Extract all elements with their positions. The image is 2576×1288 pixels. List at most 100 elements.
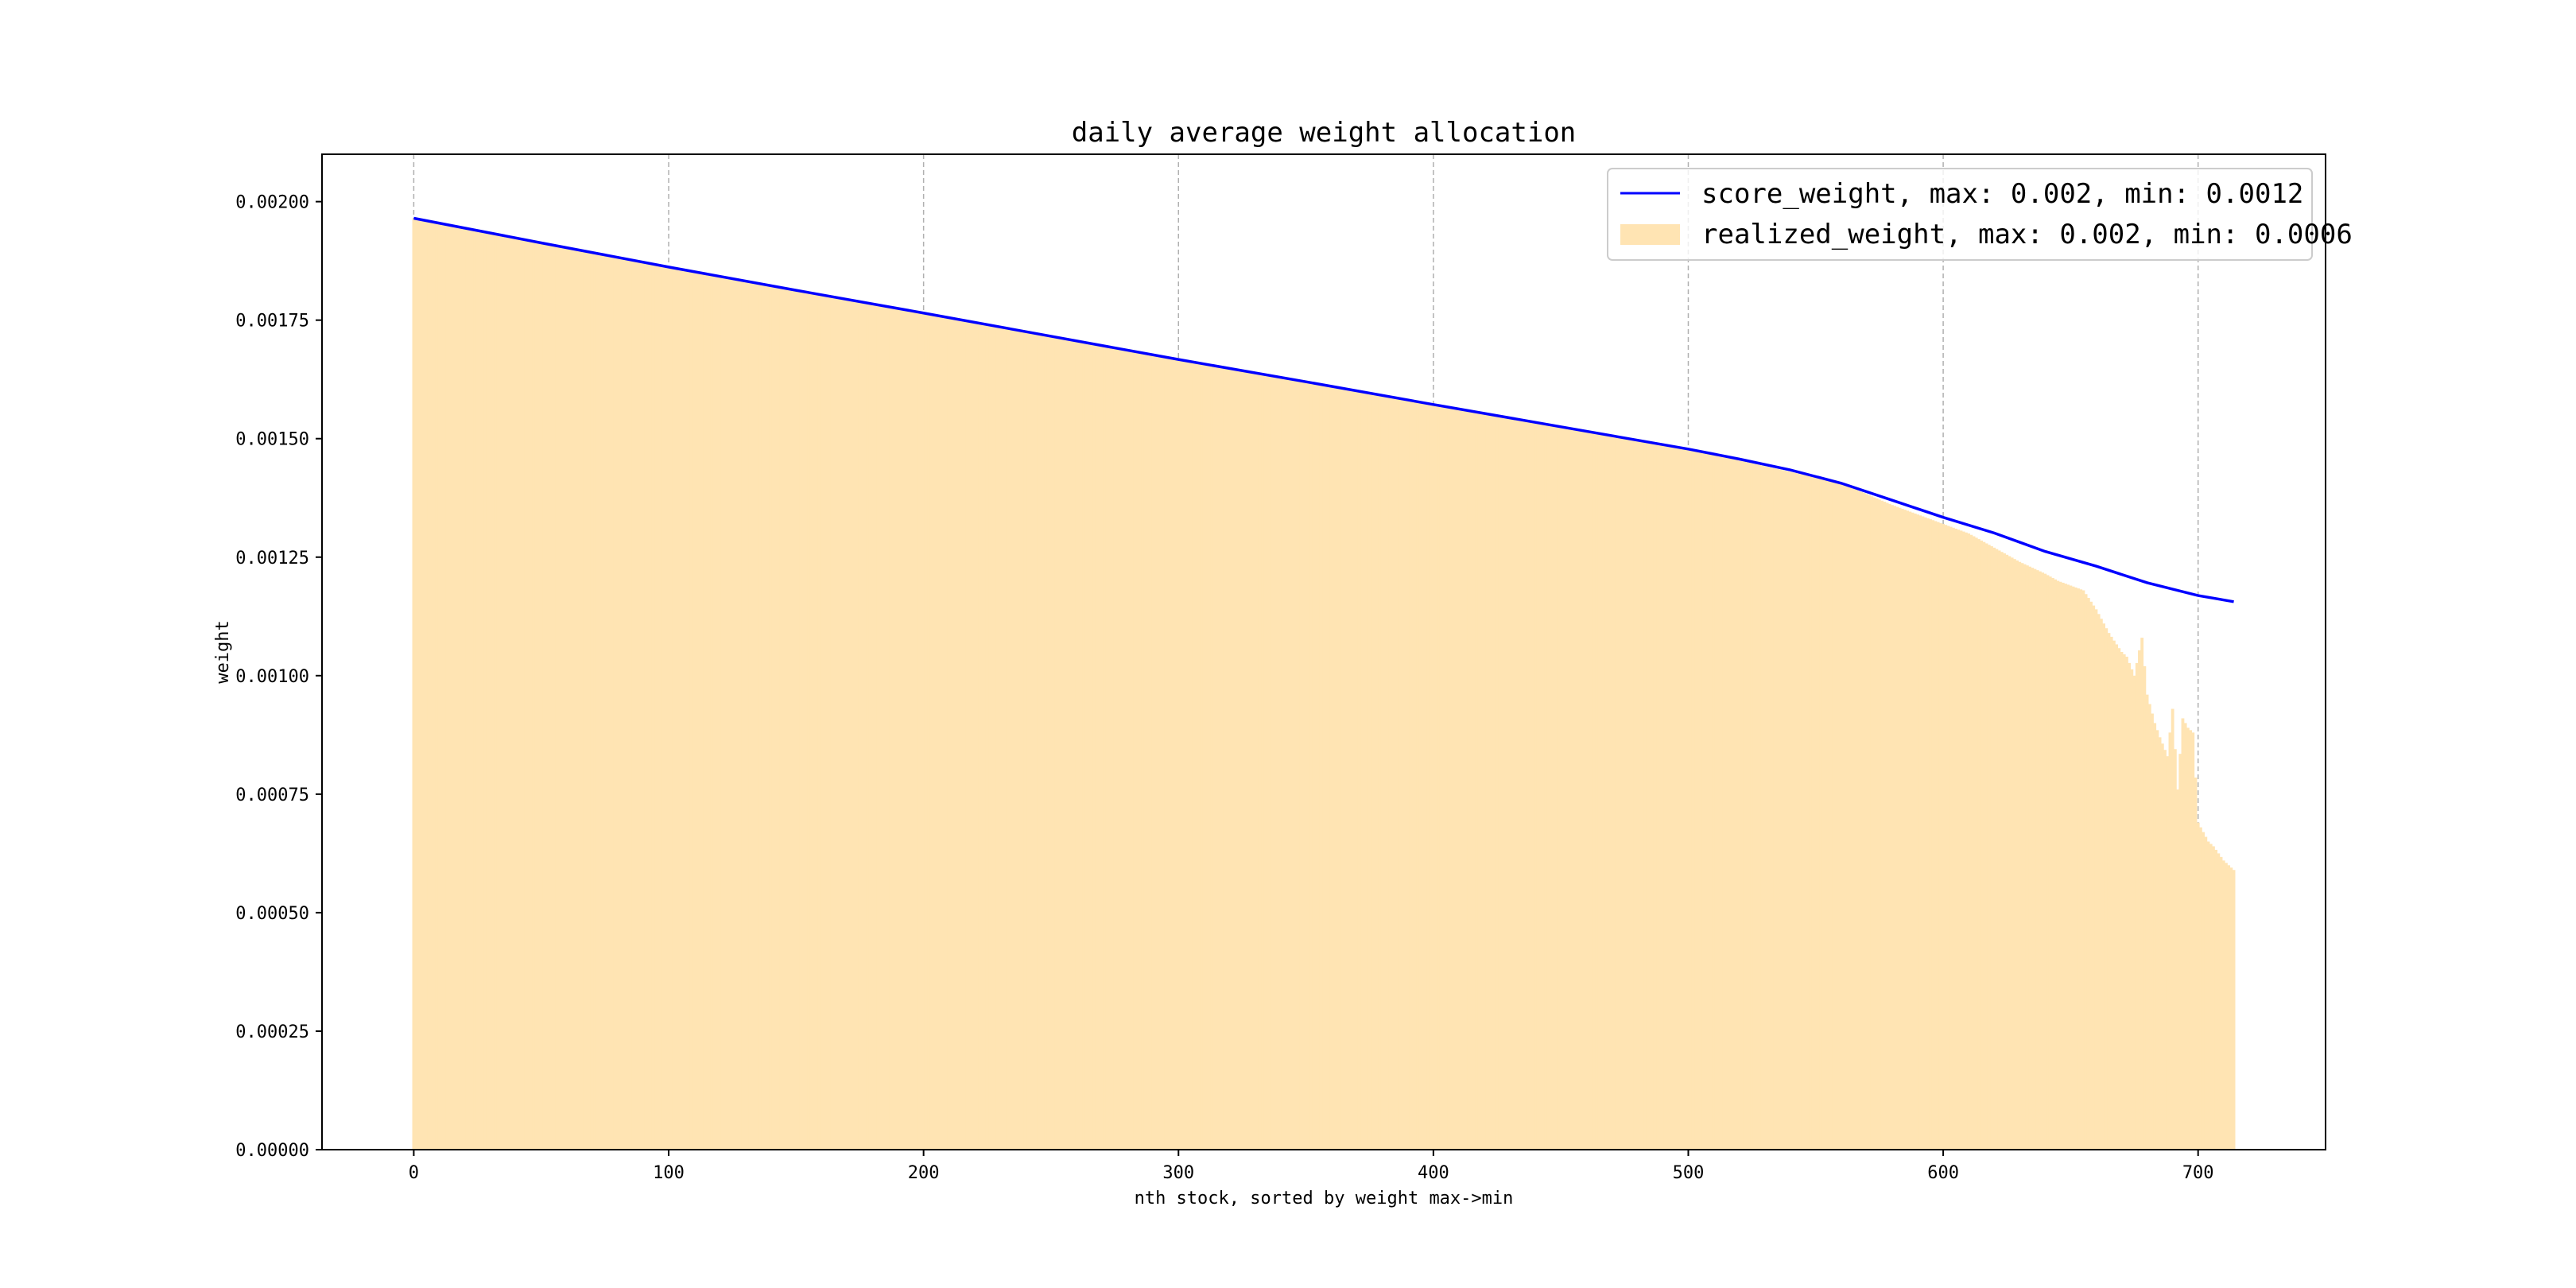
realized-weight-bar [2084,594,2088,1150]
realized-weight-bar [465,228,469,1150]
realized-weight-bar [1042,335,1046,1150]
realized-weight-bar [1383,396,1387,1150]
realized-weight-bar [417,219,421,1150]
realized-weight-bar [503,235,507,1150]
realized-weight-bar [1699,452,1703,1150]
realized-weight-bar [600,254,604,1150]
realized-weight-bar [1663,444,1667,1150]
realized-weight-bar [1513,418,1517,1150]
realized-weight-bar [568,247,571,1150]
realized-weight-bar [1798,474,1802,1150]
realized-weight-bar [1062,338,1065,1150]
realized-weight-bar [1934,521,1938,1150]
realized-weight-bar [1582,430,1585,1150]
realized-weight-bar [422,219,426,1150]
realized-weight-bar [914,311,918,1150]
realized-weight-bar [1965,532,1968,1150]
realized-weight-bar [1515,419,1519,1150]
realized-weight-bar [1399,398,1402,1150]
realized-weight-bar [1174,359,1177,1150]
realized-weight-bar [1720,456,1724,1150]
realized-weight-bar [853,301,856,1150]
realized-weight-bar [1192,362,1196,1150]
realized-weight-bar [904,309,908,1150]
realized-weight-bar [1378,394,1382,1150]
realized-weight-bar [993,326,997,1150]
realized-weight-bar [1171,358,1175,1150]
realized-weight-bar [425,220,429,1150]
realized-weight-bar [2117,648,2121,1150]
realized-weight-bar [532,241,536,1150]
realized-weight-bar [1870,496,1874,1150]
realized-weight-bar [1786,471,1790,1150]
y-tick-label: 0.00075 [235,786,309,805]
realized-weight-bar [1337,387,1341,1150]
realized-weight-bar [606,255,609,1150]
realized-weight-bar [1852,488,1856,1150]
realized-weight-bar [932,315,936,1150]
realized-weight-bar [2176,789,2179,1150]
realized-weight-bar [1969,534,1973,1150]
realized-weight-bar [2048,576,2052,1150]
realized-weight-bar [1732,459,1736,1150]
realized-weight-bar [2097,614,2101,1150]
realized-weight-bar [712,275,716,1150]
y-axis-label: weight [213,620,233,683]
realized-weight-bar [1207,364,1211,1150]
realized-weight-bar [1834,482,1838,1150]
realized-weight-bar [2147,704,2151,1150]
realized-weight-bar [1003,328,1007,1150]
realized-weight-bar [1441,406,1445,1150]
realized-weight-bar [934,315,938,1150]
realized-weight-bar [414,219,418,1150]
realized-weight-bar [519,239,522,1150]
realized-weight-bar [1995,549,1999,1150]
realized-weight-bar [1938,522,1942,1150]
realized-weight-bar [1149,354,1152,1150]
x-tick-label: 500 [1673,1163,1705,1183]
realized-weight-bar [754,282,757,1150]
realized-weight-bar [1521,420,1524,1150]
realized-weight-bar [2003,553,2006,1150]
realized-weight-bar [460,227,464,1150]
realized-weight-bar [728,277,731,1150]
realized-weight-bar [1304,382,1308,1150]
realized-weight-bar [741,280,744,1150]
realized-weight-bar [1444,406,1448,1150]
realized-weight-bar [2115,644,2119,1150]
realized-weight-bar [782,287,786,1150]
realized-weight-bar [845,299,849,1150]
realized-weight-bar [649,263,653,1150]
realized-weight-bar [1982,541,1986,1150]
realized-weight-bar [1492,415,1496,1150]
realized-weight-bar [2071,586,2075,1150]
realized-weight-bar [1701,452,1705,1150]
realized-weight-bar [746,281,750,1150]
realized-weight-bar [1401,398,1405,1150]
realized-weight-bar [1559,426,1563,1150]
y-tick-label: 0.00150 [235,430,309,450]
realized-weight-bar [738,280,742,1150]
realized-weight-bar [1072,340,1076,1150]
realized-weight-bar [1549,425,1553,1150]
realized-weight-bar [1724,457,1728,1150]
realized-weight-bar [1480,413,1484,1150]
realized-weight-bar [1750,463,1754,1150]
realized-weight-bar [1868,495,1872,1150]
realized-weight-bar [1220,367,1224,1150]
realized-weight-bar [1100,345,1104,1150]
realized-weight-bar [1131,351,1135,1150]
realized-weight-bar [1365,393,1369,1150]
realized-weight-bar [1511,418,1515,1150]
realized-weight-bar [491,233,495,1150]
realized-weight-bar [1763,466,1767,1150]
realized-weight-bar [873,304,877,1150]
realized-weight-bar [1181,360,1185,1150]
realized-weight-bar [1210,365,1213,1150]
realized-weight-bar [972,322,976,1150]
realized-weight-bar [1059,338,1063,1150]
realized-weight-bar [2183,723,2187,1150]
realized-weight-bar [1826,480,1830,1150]
realized-weight-bar [1952,527,1955,1150]
realized-weight-bar [2008,556,2012,1150]
